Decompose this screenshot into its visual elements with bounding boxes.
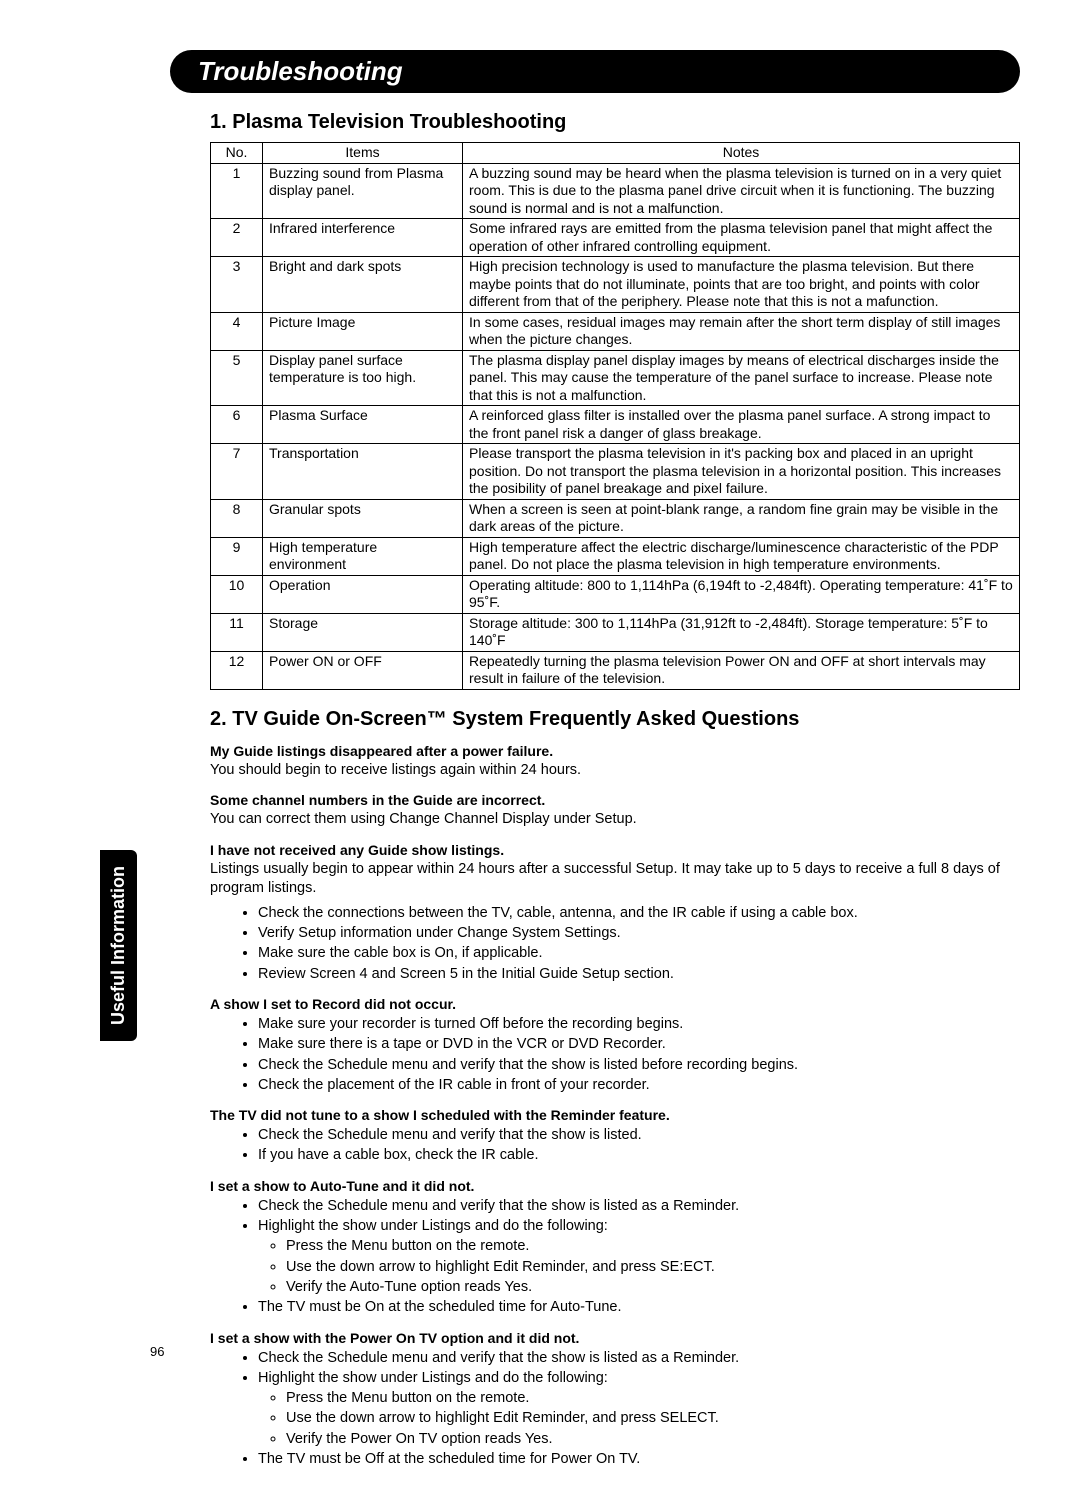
cell-note: When a screen is seen at point-blank ran… (463, 499, 1020, 537)
cell-note: Some infrared rays are emitted from the … (463, 219, 1020, 257)
bullet-list: Make sure your recorder is turned Off be… (210, 1014, 1020, 1095)
list-item: Highlight the show under Listings and do… (258, 1368, 1020, 1449)
cell-no: 4 (211, 312, 263, 350)
col-no: No. (211, 143, 263, 164)
bullet-list: Check the connections between the TV, ca… (210, 903, 1020, 984)
header-bar: Troubleshooting (170, 50, 1020, 93)
cell-no: 2 (211, 219, 263, 257)
table-row: 6Plasma SurfaceA reinforced glass filter… (211, 406, 1020, 444)
list-item: Verify the Power On TV option reads Yes. (286, 1429, 1020, 1449)
table-row: 10OperationOperating altitude: 800 to 1,… (211, 575, 1020, 613)
faq-question: The TV did not tune to a show I schedule… (210, 1107, 1020, 1123)
cell-item: Storage (263, 613, 463, 651)
col-items: Items (263, 143, 463, 164)
cell-no: 7 (211, 444, 263, 500)
cell-note: Please transport the plasma television i… (463, 444, 1020, 500)
cell-no: 5 (211, 350, 263, 406)
faq-answer: You can correct them using Change Channe… (210, 810, 1020, 830)
list-item: Check the connections between the TV, ca… (258, 903, 1020, 923)
list-item: Check the Schedule menu and verify that … (258, 1055, 1020, 1075)
cell-item: Infrared interference (263, 219, 463, 257)
cell-note: A reinforced glass filter is installed o… (463, 406, 1020, 444)
list-item: Make sure there is a tape or DVD in the … (258, 1034, 1020, 1054)
side-tab: Useful Information (100, 850, 137, 1041)
troubleshooting-table: No. Items Notes 1Buzzing sound from Plas… (210, 142, 1020, 690)
table-row: 12Power ON or OFFRepeatedly turning the … (211, 651, 1020, 689)
cell-no: 8 (211, 499, 263, 537)
header-title: Troubleshooting (198, 56, 403, 86)
cell-item: Operation (263, 575, 463, 613)
bullet-list: Check the Schedule menu and verify that … (210, 1196, 1020, 1318)
faq-answer: You should begin to receive listings aga… (210, 761, 1020, 781)
list-item: Use the down arrow to highlight Edit Rem… (286, 1408, 1020, 1428)
cell-item: Picture Image (263, 312, 463, 350)
faq-question: I set a show with the Power On TV option… (210, 1330, 1020, 1346)
list-item: Press the Menu button on the remote. (286, 1388, 1020, 1408)
cell-note: A buzzing sound may be heard when the pl… (463, 163, 1020, 219)
list-item: Check the Schedule menu and verify that … (258, 1348, 1020, 1368)
cell-no: 9 (211, 537, 263, 575)
list-item: Review Screen 4 and Screen 5 in the Init… (258, 964, 1020, 984)
cell-note: Operating altitude: 800 to 1,114hPa (6,1… (463, 575, 1020, 613)
cell-item: Transportation (263, 444, 463, 500)
cell-item: Plasma Surface (263, 406, 463, 444)
bullet-list: Check the Schedule menu and verify that … (210, 1348, 1020, 1470)
cell-item: Display panel surface temperature is too… (263, 350, 463, 406)
list-item: Make sure the cable box is On, if applic… (258, 943, 1020, 963)
cell-note: Storage altitude: 300 to 1,114hPa (31,91… (463, 613, 1020, 651)
cell-no: 12 (211, 651, 263, 689)
cell-no: 11 (211, 613, 263, 651)
cell-note: In some cases, residual images may remai… (463, 312, 1020, 350)
faq-answer: Listings usually begin to appear within … (210, 860, 1020, 899)
cell-no: 3 (211, 257, 263, 313)
list-item: Make sure your recorder is turned Off be… (258, 1014, 1020, 1034)
faq-question: I have not received any Guide show listi… (210, 842, 1020, 858)
section1-title: 1. Plasma Television Troubleshooting (210, 111, 1020, 134)
cell-item: Power ON or OFF (263, 651, 463, 689)
table-row: 1Buzzing sound from Plasma display panel… (211, 163, 1020, 219)
cell-note: High precision technology is used to man… (463, 257, 1020, 313)
table-row: 9High temperature environmentHigh temper… (211, 537, 1020, 575)
list-item: Highlight the show under Listings and do… (258, 1216, 1020, 1297)
table-row: 2Infrared interferenceSome infrared rays… (211, 219, 1020, 257)
cell-note: High temperature affect the electric dis… (463, 537, 1020, 575)
bullet-list: Press the Menu button on the remote.Use … (258, 1388, 1020, 1449)
table-header-row: No. Items Notes (211, 143, 1020, 164)
list-item: Verify the Auto-Tune option reads Yes. (286, 1277, 1020, 1297)
bullet-list: Press the Menu button on the remote.Use … (258, 1236, 1020, 1297)
table-row: 4Picture ImageIn some cases, residual im… (211, 312, 1020, 350)
page-number: 96 (150, 1344, 164, 1359)
list-item: If you have a cable box, check the IR ca… (258, 1145, 1020, 1165)
table-row: 11StorageStorage altitude: 300 to 1,114h… (211, 613, 1020, 651)
col-notes: Notes (463, 143, 1020, 164)
table-row: 3Bright and dark spotsHigh precision tec… (211, 257, 1020, 313)
cell-item: Buzzing sound from Plasma display panel. (263, 163, 463, 219)
cell-item: Granular spots (263, 499, 463, 537)
list-item: Check the placement of the IR cable in f… (258, 1075, 1020, 1095)
list-item: Verify Setup information under Change Sy… (258, 923, 1020, 943)
faq-question: A show I set to Record did not occur. (210, 996, 1020, 1012)
table-row: 8Granular spotsWhen a screen is seen at … (211, 499, 1020, 537)
cell-item: High temperature environment (263, 537, 463, 575)
list-item: Use the down arrow to highlight Edit Rem… (286, 1257, 1020, 1277)
faq-question: Some channel numbers in the Guide are in… (210, 792, 1020, 808)
list-item: Check the Schedule menu and verify that … (258, 1125, 1020, 1145)
cell-no: 6 (211, 406, 263, 444)
cell-no: 1 (211, 163, 263, 219)
bullet-list: Check the Schedule menu and verify that … (210, 1125, 1020, 1166)
list-item: Press the Menu button on the remote. (286, 1236, 1020, 1256)
table-row: 7TransportationPlease transport the plas… (211, 444, 1020, 500)
cell-no: 10 (211, 575, 263, 613)
list-item: The TV must be On at the scheduled time … (258, 1297, 1020, 1317)
faq-question: My Guide listings disappeared after a po… (210, 743, 1020, 759)
list-item: Check the Schedule menu and verify that … (258, 1196, 1020, 1216)
list-item: The TV must be Off at the scheduled time… (258, 1449, 1020, 1469)
section2-title: 2. TV Guide On-Screen™ System Frequently… (210, 708, 1020, 731)
cell-note: Repeatedly turning the plasma television… (463, 651, 1020, 689)
faq-question: I set a show to Auto-Tune and it did not… (210, 1178, 1020, 1194)
cell-item: Bright and dark spots (263, 257, 463, 313)
cell-note: The plasma display panel display images … (463, 350, 1020, 406)
table-row: 5Display panel surface temperature is to… (211, 350, 1020, 406)
